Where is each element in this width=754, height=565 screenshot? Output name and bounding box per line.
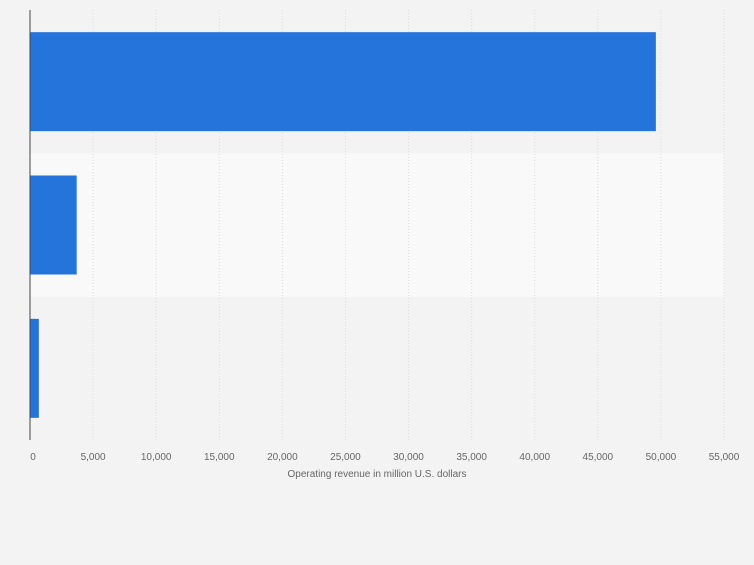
bar	[30, 175, 77, 275]
bar	[30, 318, 39, 418]
x-tick-label: 25,000	[330, 452, 361, 463]
x-tick-label: 55,000	[709, 452, 740, 463]
x-tick-label: 5,000	[81, 452, 106, 463]
row-bands	[30, 153, 724, 297]
bars	[30, 32, 656, 418]
bar	[30, 32, 656, 132]
x-axis-label: Operating revenue in million U.S. dollar…	[288, 469, 467, 480]
row-band	[30, 153, 724, 297]
x-axis-ticks: 0 5,000 10,000 15,000 20,000 25,000 30,000 35,0…	[30, 452, 740, 463]
x-tick-label: 15,000	[204, 452, 235, 463]
x-tick-label: 30,000	[393, 452, 424, 463]
x-tick-label: 45,000	[583, 452, 614, 463]
x-tick-label: 50,000	[646, 452, 677, 463]
x-tick-label: 20,000	[267, 452, 298, 463]
x-tick-label: 0	[30, 452, 36, 463]
x-tick-label: 35,000	[456, 452, 487, 463]
x-tick-label: 40,000	[519, 452, 550, 463]
x-tick-label: 10,000	[141, 452, 172, 463]
